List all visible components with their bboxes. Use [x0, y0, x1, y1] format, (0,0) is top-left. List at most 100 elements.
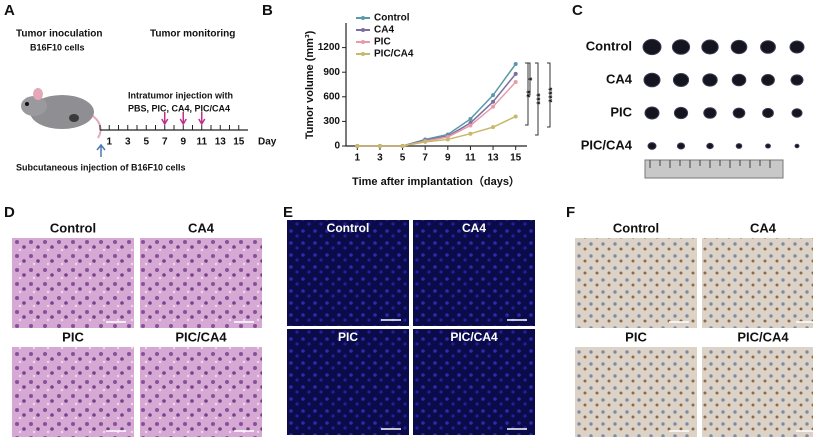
- group-label: CA4: [188, 220, 215, 235]
- significance: ***: [536, 93, 547, 105]
- tumor: [702, 73, 718, 87]
- tumor: [647, 142, 657, 150]
- group-label: PIC/CA4: [737, 329, 789, 344]
- x-tick-label: 15: [510, 153, 522, 164]
- injection-arrow: [161, 112, 169, 126]
- x-tick-label: 3: [377, 153, 383, 164]
- bracket: [525, 62, 529, 126]
- x-tick-label: 11: [465, 153, 476, 164]
- panel-label: C: [572, 2, 583, 19]
- legend-marker: [361, 28, 365, 32]
- data-point: [468, 116, 473, 121]
- tumor: [706, 142, 714, 150]
- injection-arrow: [179, 112, 187, 126]
- tumor: [760, 40, 776, 54]
- day-unit: Day: [258, 137, 277, 148]
- panel-label: B: [262, 2, 273, 19]
- group-label: CA4: [750, 220, 777, 235]
- micrograph: [287, 329, 409, 435]
- micrograph: [702, 347, 813, 437]
- group-label: PIC/CA4: [581, 137, 633, 152]
- tumor: [735, 143, 743, 149]
- tumor: [673, 106, 689, 120]
- y-tick-label: 600: [323, 91, 340, 102]
- data-point: [468, 123, 473, 128]
- data-point: [491, 104, 496, 109]
- bracket: [535, 62, 539, 136]
- series-line: [357, 115, 517, 147]
- y-axis-title: Tumor volume (mm³): [304, 30, 316, 139]
- day-label: 1: [106, 137, 112, 148]
- tumor: [761, 74, 775, 86]
- micrograph: [413, 329, 535, 435]
- panel-label: D: [4, 204, 15, 221]
- data-point: [513, 114, 518, 119]
- day-label: 13: [215, 137, 227, 148]
- legend-label: PIC/CA4: [374, 49, 414, 60]
- text: Tumor monitoring: [150, 29, 235, 40]
- arrow: [96, 143, 106, 157]
- text: Subcutaneous injection of B16F10 cells: [16, 162, 186, 172]
- data-point: [491, 125, 496, 130]
- tumor: [644, 106, 660, 120]
- data-point: [355, 144, 360, 148]
- significance: **: [526, 90, 537, 98]
- mouse-icon: [21, 88, 102, 139]
- legend-label: PIC: [374, 37, 391, 48]
- micrograph: [702, 238, 813, 328]
- text: PBS, PIC, CA4, PIC/CA4: [128, 103, 230, 113]
- group-label: Control: [586, 38, 632, 53]
- micrograph: [575, 238, 697, 328]
- data-point: [491, 99, 496, 104]
- data-point: [377, 144, 382, 148]
- tumor: [765, 143, 771, 149]
- significance: *: [528, 77, 539, 81]
- group-label: Control: [50, 220, 96, 235]
- data-point: [491, 93, 496, 98]
- group-label: Control: [327, 221, 370, 235]
- significance: ****: [548, 87, 559, 103]
- data-point: [423, 139, 428, 144]
- group-label: PIC: [610, 104, 632, 119]
- text: B16F10 cells: [30, 42, 85, 52]
- group-label: PIC/CA4: [175, 329, 227, 344]
- tumor: [789, 40, 805, 54]
- y-tick-label: 1200: [318, 42, 341, 53]
- group-label: PIC: [625, 329, 647, 344]
- x-tick-label: 1: [355, 153, 361, 164]
- tumor: [730, 39, 748, 55]
- micrograph: [140, 347, 262, 437]
- x-tick-label: 7: [422, 153, 428, 164]
- y-tick-label: 0: [334, 141, 340, 152]
- data-point: [445, 137, 450, 142]
- legend-marker: [361, 52, 365, 56]
- y-tick-label: 900: [323, 67, 340, 78]
- panel-label: F: [566, 204, 575, 221]
- tumor: [676, 142, 686, 150]
- legend-label: CA4: [374, 25, 394, 36]
- data-point: [513, 80, 518, 85]
- micrograph: [140, 238, 262, 328]
- day-label: 5: [143, 137, 149, 148]
- tumor: [642, 38, 662, 56]
- micrograph: [413, 220, 535, 326]
- day-label: 7: [162, 137, 168, 148]
- micrograph: [287, 220, 409, 326]
- x-tick-label: 5: [400, 153, 406, 164]
- data-point: [513, 71, 518, 76]
- day-label: 3: [125, 137, 131, 148]
- text: Tumor inoculation: [16, 29, 102, 40]
- group-label: Control: [613, 220, 659, 235]
- tumor: [762, 107, 774, 119]
- series-line: [357, 73, 517, 147]
- data-point: [513, 62, 518, 66]
- tumor: [732, 107, 746, 119]
- tumor: [790, 74, 804, 86]
- data-point: [400, 144, 405, 148]
- tumor: [672, 73, 690, 87]
- tumor: [791, 108, 803, 118]
- ruler: [644, 159, 784, 179]
- tumor: [643, 72, 661, 88]
- group-label: CA4: [462, 221, 486, 235]
- text: Intratumor injection with: [128, 90, 233, 100]
